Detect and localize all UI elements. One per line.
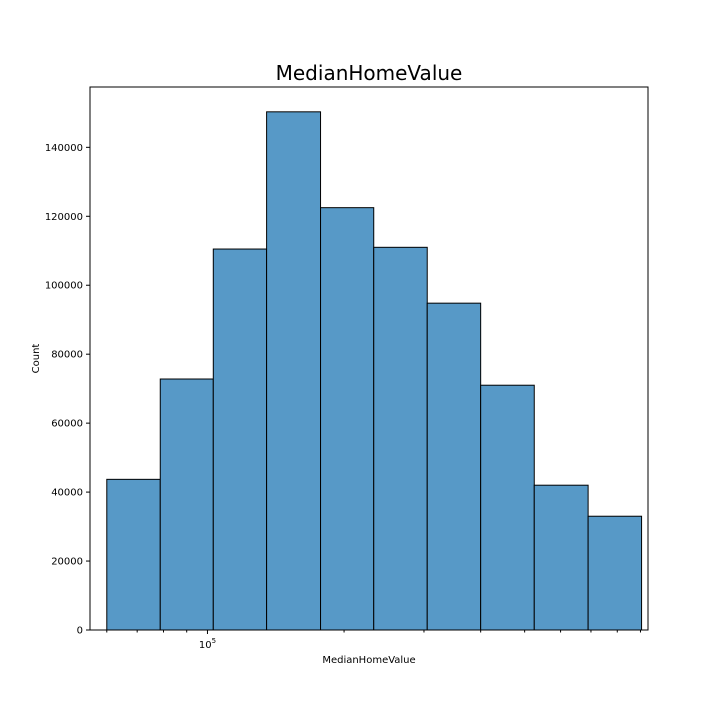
y-tick-label: 40000 xyxy=(51,488,83,499)
y-tick-label: 0 xyxy=(77,626,83,637)
x-axis: 105 xyxy=(106,630,641,651)
histogram-bar xyxy=(159,378,214,631)
histogram-bar xyxy=(373,246,428,631)
histogram-bars xyxy=(106,111,643,631)
y-tick-label: 140000 xyxy=(45,143,83,154)
histogram-bar xyxy=(106,478,161,631)
y-tick-label: 60000 xyxy=(51,419,83,430)
histogram-bar xyxy=(426,302,482,631)
chart-title: MedianHomeValue xyxy=(276,61,463,85)
x-tick-label: 105 xyxy=(199,637,216,651)
histogram-bar xyxy=(533,484,589,631)
histogram-bar xyxy=(320,207,375,631)
y-axis-label: Count xyxy=(31,344,42,374)
histogram-bar xyxy=(480,384,535,631)
y-tick-label: 120000 xyxy=(45,212,83,223)
histogram-bar xyxy=(587,515,643,631)
histogram-bar xyxy=(212,248,268,631)
plot-frame xyxy=(89,86,649,631)
y-tick-label: 80000 xyxy=(51,350,83,361)
x-axis-label: MedianHomeValue xyxy=(322,655,415,666)
histogram-bar xyxy=(266,111,322,631)
y-tick-label: 20000 xyxy=(51,557,83,568)
y-tick-label: 100000 xyxy=(45,281,83,292)
y-axis: 0 20000 40000 60000 80000 100000 120000 140000 xyxy=(45,143,90,637)
